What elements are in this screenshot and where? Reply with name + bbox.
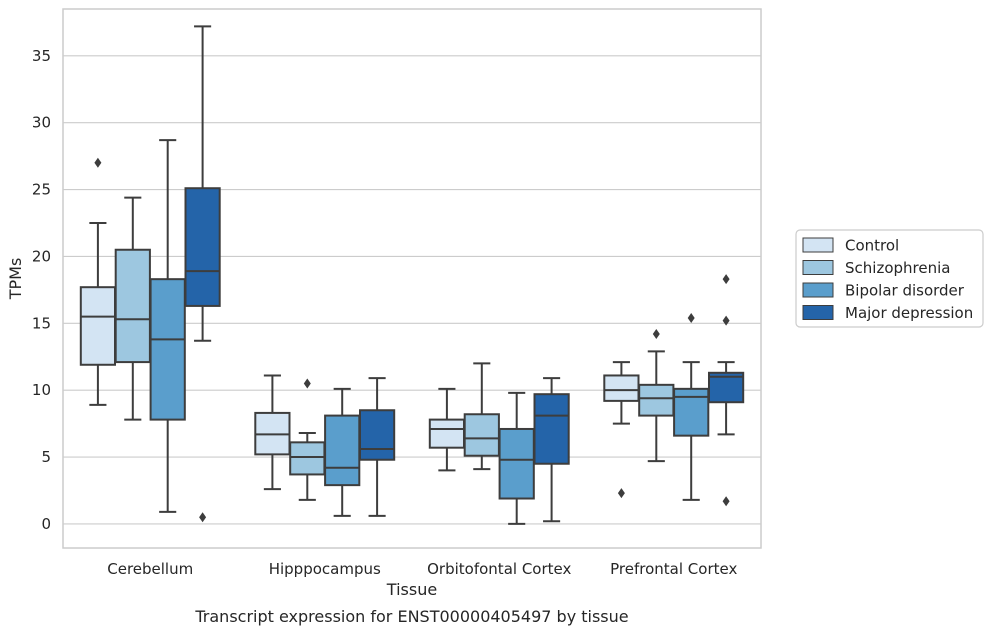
- box-bipolar-disorder: [498, 391, 535, 525]
- outlier-point: [722, 274, 730, 285]
- outlier-point: [303, 378, 311, 389]
- box-major-depression: [358, 377, 396, 517]
- box-iqr: [358, 409, 396, 461]
- y-tick-label: 5: [41, 448, 51, 466]
- outlier-point: [687, 312, 695, 323]
- box-iqr: [184, 187, 221, 307]
- legend-swatch: [802, 305, 834, 320]
- legend-label: Control: [845, 237, 899, 255]
- outlier-point: [617, 488, 625, 499]
- outlier-point: [94, 157, 102, 168]
- outlier-point: [722, 496, 730, 507]
- x-axis-label: Tissue: [386, 580, 437, 599]
- box-iqr: [324, 414, 361, 487]
- box-iqr: [498, 427, 535, 500]
- y-axis-label: TPMs: [6, 258, 25, 301]
- box-control: [603, 361, 640, 499]
- box-iqr: [79, 286, 117, 366]
- box-major-depression: [533, 377, 570, 523]
- y-tick-label: 20: [32, 247, 51, 265]
- box-iqr: [603, 374, 640, 402]
- plot-frame: [62, 8, 762, 549]
- box-iqr: [533, 393, 570, 465]
- box-iqr: [289, 441, 326, 476]
- x-tick-label: Hipppocampus: [269, 560, 381, 578]
- y-tick-label: 15: [32, 314, 51, 332]
- box-schizophrenia: [463, 362, 500, 471]
- box-bipolar-disorder: [324, 387, 361, 517]
- x-tick-label: Cerebellum: [107, 560, 193, 578]
- x-tick-label: Orbitofontal Cortex: [427, 560, 571, 578]
- y-tick-label: 35: [32, 47, 51, 65]
- box-major-depression: [707, 274, 745, 507]
- outlier-point: [722, 315, 730, 326]
- box-bipolar-disorder: [149, 139, 186, 513]
- box-major-depression: [184, 25, 221, 523]
- box-iqr: [638, 383, 675, 417]
- box-schizophrenia: [114, 196, 151, 421]
- box-iqr: [149, 278, 186, 421]
- box-control: [254, 374, 291, 491]
- box-iqr: [114, 248, 151, 364]
- legend-swatch: [802, 260, 834, 275]
- outlier-point: [652, 329, 660, 340]
- y-tick-labels: 0 5 10 15 20 25 30 35: [32, 47, 51, 533]
- box-iqr: [463, 413, 500, 457]
- box-control: [428, 387, 466, 472]
- box-control: [79, 157, 117, 406]
- box-schizophrenia: [289, 378, 326, 501]
- y-tick-label: 25: [32, 181, 51, 199]
- legend-frame: [795, 229, 984, 328]
- legend-label: Schizophrenia: [845, 259, 950, 277]
- box-bipolar-disorder: [673, 312, 710, 501]
- box-series: [79, 25, 745, 525]
- legend-swatch: [802, 282, 834, 298]
- legend-swatch: [802, 237, 834, 253]
- x-tick-label: Prefrontal Cortex: [610, 560, 737, 578]
- legend-label: Bipolar disorder: [845, 282, 965, 300]
- y-tick-label: 0: [41, 515, 51, 533]
- legend-label: Major depression: [845, 304, 973, 322]
- y-tick-label: 30: [32, 114, 51, 132]
- x-tick-labels: Cerebellum Hipppocampus Orbitofontal Corte…: [107, 560, 737, 578]
- box-iqr: [673, 387, 710, 437]
- box-iqr: [428, 418, 466, 449]
- chart-caption: Transcript expression for ENST0000040549…: [194, 607, 628, 626]
- legend: Control Schizophrenia Bipolar disorder Majo…: [795, 229, 984, 328]
- box-schizophrenia: [638, 329, 675, 463]
- y-tick-label: 10: [32, 381, 51, 399]
- outlier-point: [199, 512, 207, 523]
